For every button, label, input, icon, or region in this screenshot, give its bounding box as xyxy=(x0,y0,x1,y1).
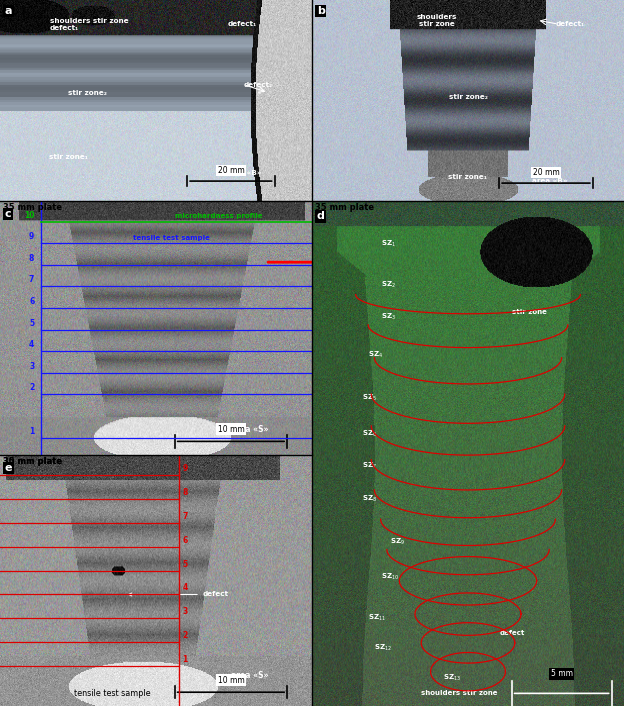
Text: defect₁: defect₁ xyxy=(228,21,257,27)
Text: 35 mm plate: 35 mm plate xyxy=(315,203,374,212)
Text: 9: 9 xyxy=(182,465,188,474)
Text: 20 mm: 20 mm xyxy=(218,166,244,175)
Text: microhardness profile: microhardness profile xyxy=(175,213,262,219)
Text: 8: 8 xyxy=(182,489,188,497)
Text: 7: 7 xyxy=(182,512,188,521)
Text: b: b xyxy=(316,6,324,16)
Text: e: e xyxy=(4,463,12,473)
Text: area «B»: area «B» xyxy=(532,178,568,184)
Text: 5: 5 xyxy=(182,560,188,568)
Text: shoulders stir zone: shoulders stir zone xyxy=(421,690,498,696)
Text: SZ$_{6}$: SZ$_{6}$ xyxy=(362,429,377,438)
Text: SZ$_{2}$: SZ$_{2}$ xyxy=(381,280,396,289)
Text: 4: 4 xyxy=(29,340,34,349)
Text: 20 mm: 20 mm xyxy=(533,168,559,177)
Text: 7: 7 xyxy=(29,275,34,285)
Text: stir zone₁: stir zone₁ xyxy=(49,154,88,160)
Text: 5 mm: 5 mm xyxy=(550,669,573,678)
Text: 10: 10 xyxy=(24,210,34,220)
Text: 3: 3 xyxy=(29,361,34,371)
Text: defect: defect xyxy=(129,592,229,597)
Text: SZ$_{1}$: SZ$_{1}$ xyxy=(381,239,396,249)
Text: a: a xyxy=(4,6,12,16)
Text: 6: 6 xyxy=(182,536,188,545)
Text: SZ$_{5}$: SZ$_{5}$ xyxy=(362,393,377,403)
Text: SZ$_{11}$: SZ$_{11}$ xyxy=(368,613,386,623)
Text: 35 mm plate: 35 mm plate xyxy=(3,203,62,212)
Text: 8: 8 xyxy=(29,253,34,263)
Text: 35 mm plate: 35 mm plate xyxy=(3,457,62,466)
Text: 3: 3 xyxy=(182,607,188,616)
Text: 4: 4 xyxy=(182,583,188,592)
Text: tensile test sample: tensile test sample xyxy=(133,234,210,241)
Text: 10 mm: 10 mm xyxy=(218,425,244,433)
Text: area «B»: area «B» xyxy=(226,170,261,176)
Text: stir zone: stir zone xyxy=(512,309,547,316)
Text: stir zone₂: stir zone₂ xyxy=(449,94,487,100)
Text: SZ$_{3}$: SZ$_{3}$ xyxy=(381,312,396,323)
Text: defect₂: defect₂ xyxy=(243,81,273,88)
Text: stir zone₂: stir zone₂ xyxy=(68,90,107,95)
Text: area «S»: area «S» xyxy=(231,426,268,434)
Text: 10 mm: 10 mm xyxy=(218,676,244,685)
Text: SZ$_{9}$: SZ$_{9}$ xyxy=(390,537,405,547)
Text: tensile test sample: tensile test sample xyxy=(74,688,150,698)
Text: 5: 5 xyxy=(29,318,34,328)
Text: SZ$_{10}$: SZ$_{10}$ xyxy=(381,572,399,582)
Text: stir zone₁: stir zone₁ xyxy=(449,174,487,180)
Text: SZ$_{13}$: SZ$_{13}$ xyxy=(443,673,461,683)
Text: c: c xyxy=(4,209,11,219)
Text: d: d xyxy=(316,211,324,221)
Text: 1: 1 xyxy=(29,426,34,436)
Text: SZ$_{7}$: SZ$_{7}$ xyxy=(362,461,377,472)
Text: 6: 6 xyxy=(29,297,34,306)
Text: 1: 1 xyxy=(182,655,188,664)
Text: 2: 2 xyxy=(29,383,34,393)
Text: shoulders stir zone
defect₁: shoulders stir zone defect₁ xyxy=(50,18,129,30)
Text: 9: 9 xyxy=(29,232,34,241)
Text: defect₁: defect₁ xyxy=(555,21,585,27)
Text: SZ$_{4}$: SZ$_{4}$ xyxy=(368,350,383,360)
Text: defect: defect xyxy=(499,630,525,636)
Text: SZ$_{8}$: SZ$_{8}$ xyxy=(362,494,377,504)
Text: SZ$_{12}$: SZ$_{12}$ xyxy=(374,643,392,653)
Text: 2: 2 xyxy=(182,631,188,640)
Text: shoulders
stir zone: shoulders stir zone xyxy=(417,13,457,27)
Text: 30 mm plate: 30 mm plate xyxy=(3,457,62,466)
Text: area «S»: area «S» xyxy=(231,671,268,681)
